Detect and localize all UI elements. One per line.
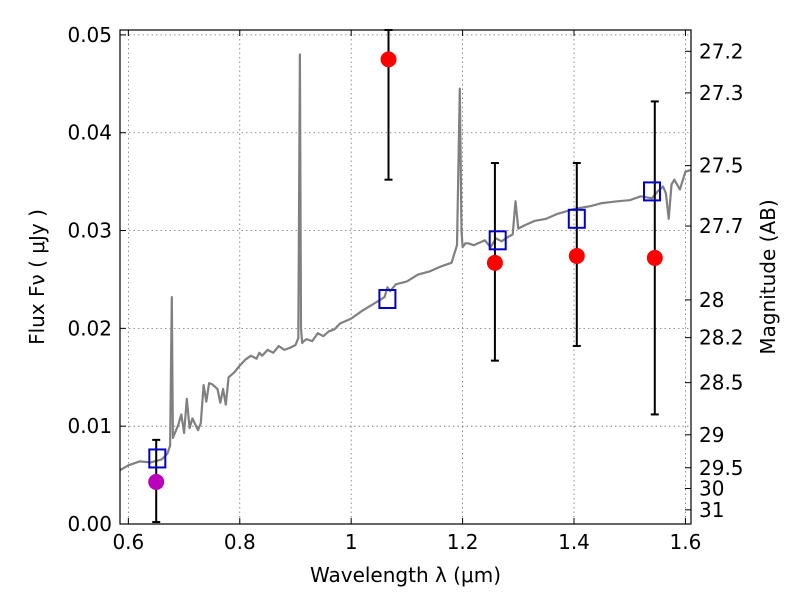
plot-series [119,29,692,524]
y-tick-label: 0.00 [67,512,112,536]
data-point-circle [568,247,585,264]
y-tick-label: 0.04 [67,121,112,145]
y2-tick-label: 28.2 [699,326,744,350]
data-point-circle [148,473,165,490]
x-tick-label: 0.6 [112,530,144,554]
data-point-square [378,289,397,310]
x-axis-label: Wavelength λ (μm) [310,563,501,587]
plot-frame [119,29,692,525]
data-point-circle [380,51,397,68]
x-tick-label: 1.2 [447,530,479,554]
y-tick-label: 0.01 [67,414,112,438]
data-point-square [643,181,662,202]
x-tick-label: 1.6 [670,530,702,554]
x-tick-label: 1 [345,530,358,554]
y-axis-label: Flux Fν ( μJy ) [25,209,49,345]
data-point-circle [486,254,503,271]
y2-tick-label: 27.3 [699,81,744,105]
y2-tick-label: 30 [699,476,724,500]
axis-ticks: 0.6 0.8 1 1.2 1.4 1.6 0.00 0.01 0.02 0.03 0.04 0.05… [67,23,743,554]
y2-tick-label: 28 [699,288,724,312]
x-tick-label: 1.4 [558,530,590,554]
spectrum-line [119,53,692,472]
y2-tick-label: 27.5 [699,154,744,178]
y2-tick-label: 31 [699,498,724,522]
y-tick-label: 0.05 [67,23,112,47]
y2-tick-label: 29.5 [699,456,744,480]
y-tick-label: 0.02 [67,316,112,340]
y2-tick-label: 27.7 [699,214,744,238]
data-point-circle [646,249,663,266]
y2-tick-label: 29 [699,423,724,447]
y2-tick-label: 27.2 [699,39,744,63]
y-tick-label: 0.03 [67,219,112,243]
data-point-square [567,208,586,229]
y2-axis-label: Magnitude (AB) [756,199,780,354]
y2-tick-label: 28.5 [699,371,744,395]
x-tick-label: 0.8 [224,530,256,554]
data-point-square [488,230,507,251]
data-point-square [148,448,167,469]
grid-lines [120,30,691,524]
